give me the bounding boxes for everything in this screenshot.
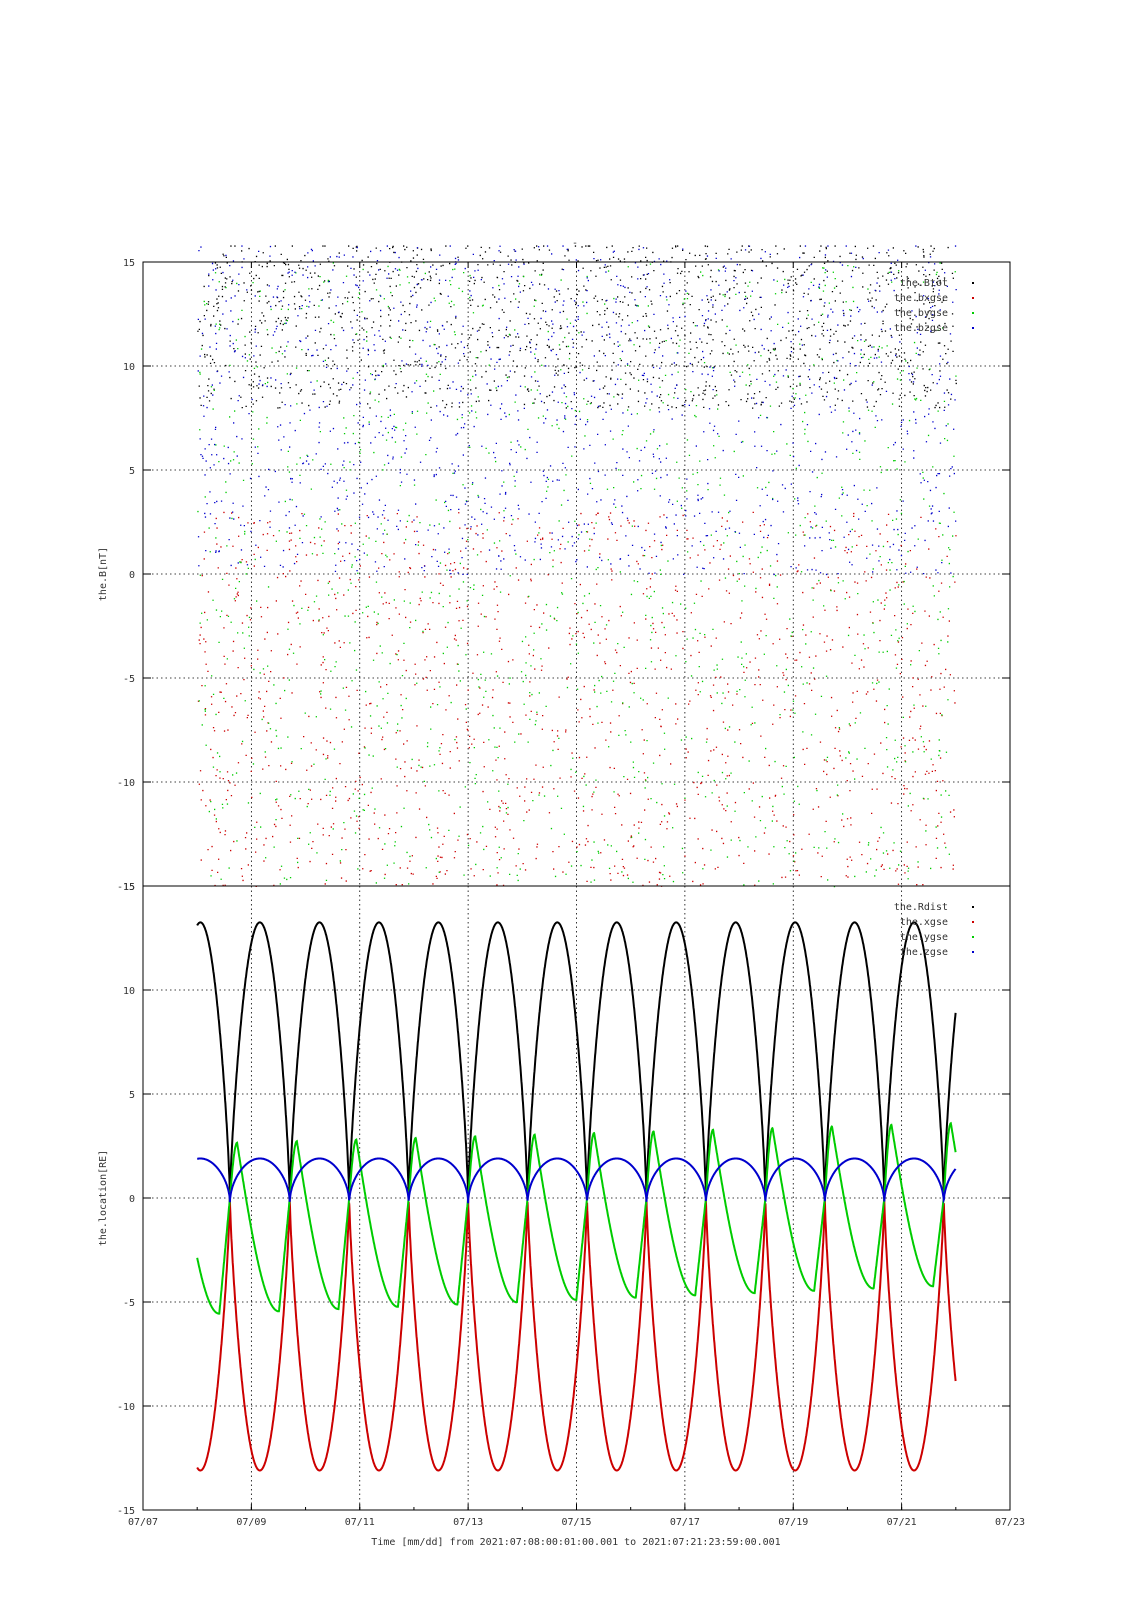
- x-tick-label: 07/17: [670, 1517, 700, 1528]
- x-tick-label: 07/15: [561, 1517, 591, 1528]
- legend-label: the.Rdist: [894, 902, 948, 913]
- legend-label: the.bzgse: [894, 323, 948, 334]
- legend-marker: [972, 936, 974, 938]
- x-tick-label: 07/07: [128, 1517, 158, 1528]
- y-tick-label: 15: [123, 258, 135, 269]
- x-tick-label: 07/21: [887, 1517, 917, 1528]
- rdist-line: [196, 921, 957, 1199]
- zgse-line: [196, 1157, 957, 1204]
- y-tick-label: 10: [123, 362, 135, 373]
- legend-label: the.zgse: [900, 947, 948, 958]
- ygse-line: [196, 1121, 957, 1315]
- magnetic-field-points: [197, 245, 957, 888]
- bottom-y-ticks: 15 10 5 0 -5 -10 -15: [117, 882, 1010, 1517]
- legend-label: the.bygse: [894, 308, 948, 319]
- legend-marker: [972, 282, 974, 284]
- y-tick-label: -10: [117, 778, 135, 789]
- y-tick-label: 5: [129, 466, 135, 477]
- x-tick-label: 07/23: [995, 1517, 1025, 1528]
- location-lines: [196, 921, 957, 1472]
- y-tick-label: -5: [123, 674, 135, 685]
- bottom-legend: the.Rdist the.xgse the.ygse the.zgse: [894, 902, 974, 958]
- top-legend: the.Btot the.bxgse the.bygse the.bzgse: [894, 278, 974, 334]
- magnetic-field-panel: 15 10 5 0 -5 -10 -15 the.B[nT] the.Btot the.bxg…: [98, 245, 1011, 893]
- xgse-line: [196, 1197, 957, 1472]
- bxgse-point: [197, 511, 957, 887]
- legend-marker: [972, 921, 974, 923]
- x-tick-label: 07/19: [778, 1517, 808, 1528]
- legend-marker: [972, 951, 974, 953]
- y-tick-label: 10: [123, 986, 135, 997]
- top-y-axis-label: the.B[nT]: [98, 547, 109, 601]
- top-grid: [143, 261, 1010, 887]
- y-tick-label: 15: [123, 882, 135, 893]
- legend-label: the.xgse: [900, 917, 948, 928]
- legend-marker: [972, 327, 974, 329]
- chart-title: -: [572, 238, 578, 249]
- y-tick-label: 0: [129, 1194, 135, 1205]
- y-tick-label: -10: [117, 1402, 135, 1413]
- legend-label: the.Btot: [900, 278, 948, 289]
- y-tick-label: -15: [117, 1506, 135, 1517]
- x-tick-label: 07/11: [345, 1517, 375, 1528]
- x-tick-label: 07/13: [453, 1517, 483, 1528]
- legend-label: the.ygse: [900, 932, 948, 943]
- location-panel: 15 10 5 0 -5 -10 -15 the.location[RE] the.Rdis…: [98, 882, 1011, 1517]
- top-y-ticks: 15 10 5 0 -5 -10 -15: [117, 258, 1010, 893]
- legend-marker: [972, 312, 974, 314]
- y-tick-label: 5: [129, 1090, 135, 1101]
- x-axis-ticks: 07/07 07/09 07/11 07/13 07/15 07/17 07/19 07/21…: [128, 262, 1025, 1528]
- x-tick-label: 07/09: [236, 1517, 266, 1528]
- bottom-y-axis-label: the.location[RE]: [98, 1150, 109, 1246]
- x-axis-label: Time [mm/dd] from 2021:07:08:00:01:00.00…: [371, 1537, 780, 1548]
- y-tick-label: -5: [123, 1298, 135, 1309]
- legend-label: the.bxgse: [894, 293, 948, 304]
- legend-marker: [972, 906, 974, 908]
- y-tick-label: -15: [117, 882, 135, 893]
- btot-point: [197, 245, 957, 409]
- legend-marker: [972, 297, 974, 299]
- y-tick-label: 0: [129, 570, 135, 581]
